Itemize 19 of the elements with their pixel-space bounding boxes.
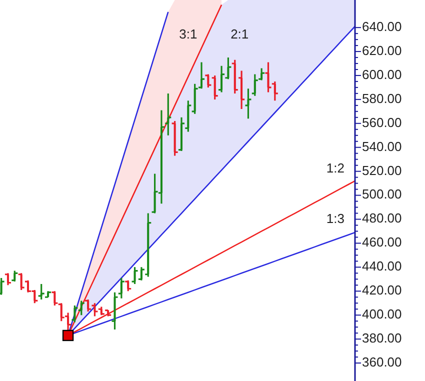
y-tick-label: 620.00 — [362, 42, 402, 58]
y-tick-label: 640.00 — [362, 18, 402, 34]
y-tick-label: 480.00 — [362, 210, 402, 226]
annotation: 3:1 — [179, 26, 198, 42]
y-tick-label: 580.00 — [362, 90, 402, 106]
y-tick-label: 380.00 — [362, 330, 402, 346]
annotation: 1:2 — [326, 160, 345, 176]
y-tick-label: 460.00 — [362, 234, 402, 250]
y-tick-label: 360.00 — [362, 354, 402, 370]
y-tick-label: 400.00 — [362, 306, 402, 322]
annotation: 2:1 — [230, 26, 249, 42]
y-tick-label: 540.00 — [362, 138, 402, 154]
y-tick-label: 420.00 — [362, 282, 402, 298]
y-tick-label: 500.00 — [362, 186, 402, 202]
y-tick-label: 560.00 — [362, 114, 402, 130]
annotation: 1:3 — [326, 210, 345, 226]
y-tick-label: 600.00 — [362, 66, 402, 82]
y-tick-label: 440.00 — [362, 258, 402, 274]
y-tick-label: 520.00 — [362, 162, 402, 178]
